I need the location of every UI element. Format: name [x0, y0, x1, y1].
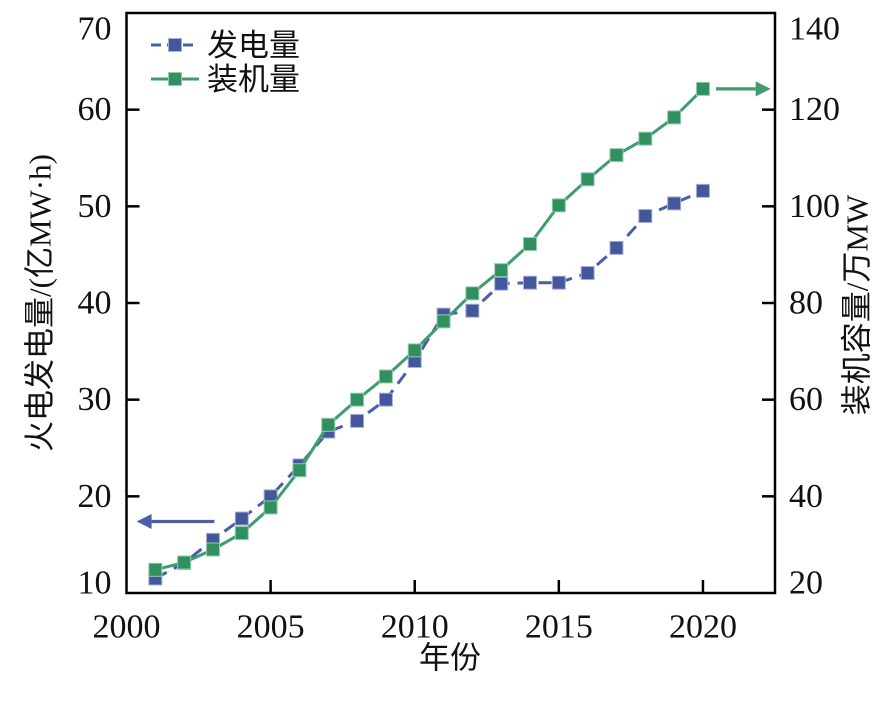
left-tick-label: 20	[78, 478, 112, 515]
left-axis-title: 火电发电量/(亿MW·h)	[22, 154, 58, 452]
series-capacity-marker	[695, 81, 710, 96]
series-capacity-marker	[292, 463, 307, 478]
series-capacity-marker	[494, 263, 509, 278]
x-tick-label: 2020	[669, 609, 737, 646]
tick-labels: 10 20 30 40 50 60 70 20 40 60 80 100 120 140 2000 2005 2…	[78, 11, 841, 646]
x-tick-label: 2010	[381, 609, 449, 646]
series-capacity-marker	[263, 500, 278, 515]
legend-label-capacity: 装机量	[207, 61, 300, 97]
series-capacity-marker	[177, 555, 192, 570]
axis-ticks	[126, 108, 775, 593]
series-generation-marker	[523, 275, 538, 290]
series-capacity-marker	[378, 369, 393, 384]
series-capacity-markers	[148, 81, 710, 577]
right-tick-label: 120	[789, 91, 840, 128]
series-capacity-marker	[436, 314, 451, 329]
series-generation-marker	[465, 303, 480, 318]
series-capacity-marker	[523, 237, 538, 252]
series-capacity-marker	[638, 131, 653, 146]
series-capacity-marker	[551, 198, 566, 213]
left-tick-label: 40	[78, 285, 112, 322]
left-tick-label: 30	[78, 381, 112, 418]
legend: 发电量 装机量	[150, 28, 300, 96]
series-capacity-marker	[609, 148, 624, 163]
x-tick-label: 2005	[237, 609, 305, 646]
x-tick-label: 2000	[93, 609, 161, 646]
series-capacity-marker	[465, 286, 480, 301]
series-capacity-marker	[667, 110, 682, 125]
series-capacity-marker	[350, 392, 365, 407]
series-generation-marker	[580, 266, 595, 281]
left-tick-label: 60	[78, 91, 112, 128]
series-generation-marker	[667, 196, 682, 211]
plot-frame	[125, 11, 777, 595]
right-tick-label: 40	[789, 478, 823, 515]
series-capacity-marker	[234, 526, 249, 541]
series-generation-marker	[350, 413, 365, 428]
series-generation-marker	[638, 209, 653, 223]
series-capacity-marker	[321, 417, 336, 432]
series-capacity-marker	[205, 542, 220, 557]
series-generation-marker	[234, 511, 249, 526]
series-generation-marker	[494, 276, 509, 291]
left-tick-label: 10	[78, 565, 112, 602]
legend-swatch-generation-icon	[151, 38, 199, 52]
legend-item-capacity: 装机量	[150, 62, 300, 96]
legend-swatch-capacity-icon	[151, 72, 199, 86]
series-capacity-marker	[148, 562, 163, 577]
right-axis-arrow-head-icon	[755, 81, 771, 97]
left-tick-label: 70	[78, 11, 112, 48]
x-axis-title: 年份	[419, 640, 481, 676]
x-tick-label: 2015	[525, 609, 593, 646]
series-capacity	[148, 81, 710, 577]
right-tick-label: 20	[789, 565, 823, 602]
right-tick-label: 80	[789, 285, 823, 322]
right-tick-label: 100	[789, 188, 840, 225]
right-axis-title: 装机容量/万MW	[839, 194, 875, 416]
left-tick-label: 50	[78, 188, 112, 225]
series-generation-marker	[378, 392, 393, 407]
right-axis-arrow	[715, 81, 771, 97]
legend-item-generation: 发电量	[150, 28, 300, 62]
series-capacity-marker	[407, 343, 422, 358]
series-capacity-marker	[580, 172, 595, 187]
right-tick-label: 140	[789, 11, 840, 48]
series-generation	[148, 183, 710, 586]
series-generation-marker	[695, 183, 710, 198]
series-generation-marker	[551, 275, 566, 290]
right-tick-label: 60	[789, 381, 823, 418]
left-axis-arrow-head-icon	[136, 513, 152, 529]
series-generation-marker	[609, 240, 624, 255]
legend-label-generation: 发电量	[207, 27, 300, 63]
left-axis-arrow	[136, 513, 215, 529]
